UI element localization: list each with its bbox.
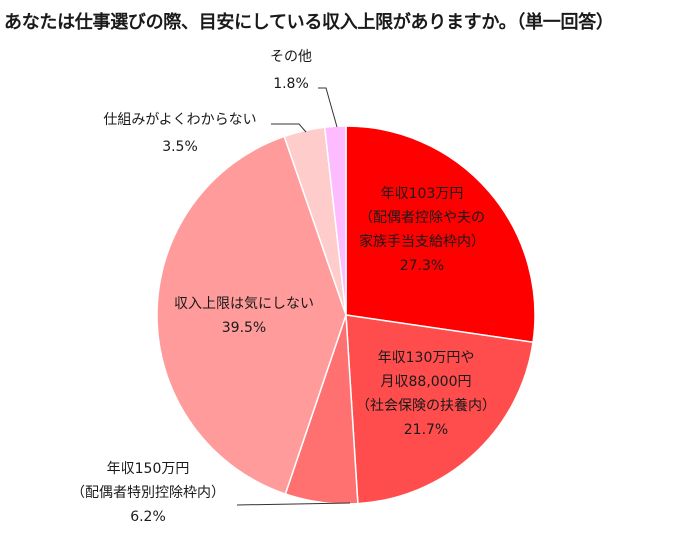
pie-slice-4 [156, 135, 347, 495]
pie-slice-1 [345, 125, 536, 344]
slice-value-label-3: 6.2% [130, 509, 166, 525]
leader-line-3 [236, 502, 351, 506]
slice-value-label-4: 39.5% [222, 320, 266, 336]
slice-value-label-1: 27.3% [400, 258, 444, 274]
slice-category-label-1: （配偶者控除や夫の [359, 210, 485, 226]
slice-category-label-3: 年収150万円 [107, 461, 190, 477]
slice-value-label-5: 3.5% [162, 139, 198, 155]
slice-category-label-1: 年収103万円 [381, 186, 464, 202]
slice-category-label-1: 家族手当支給枠内） [359, 233, 485, 250]
slice-category-label-2: （社会保険の扶養内） [356, 397, 496, 414]
pie-slice-2 [345, 314, 534, 505]
slice-value-label-6: 1.8% [273, 76, 309, 92]
pie-slice-6 [323, 125, 347, 316]
slice-category-label-5: 仕組みがよくわからない [103, 112, 256, 128]
leader-line-5 [271, 123, 307, 133]
chart-title: あなたは仕事選びの際、目安にしている収入上限がありますか。（単一回答） [4, 12, 614, 33]
slice-category-label-4: 収入上限は気にしない [174, 296, 314, 312]
slice-category-label-6: その他 [270, 49, 312, 65]
slice-category-label-2: 月収88,000円 [381, 374, 472, 390]
slice-value-label-2: 21.7% [404, 422, 448, 438]
slice-category-label-2: 年収130万円や [378, 350, 475, 366]
slice-category-label-3: （配偶者特別控除枠内） [71, 485, 225, 501]
leader-line-6 [318, 87, 338, 128]
